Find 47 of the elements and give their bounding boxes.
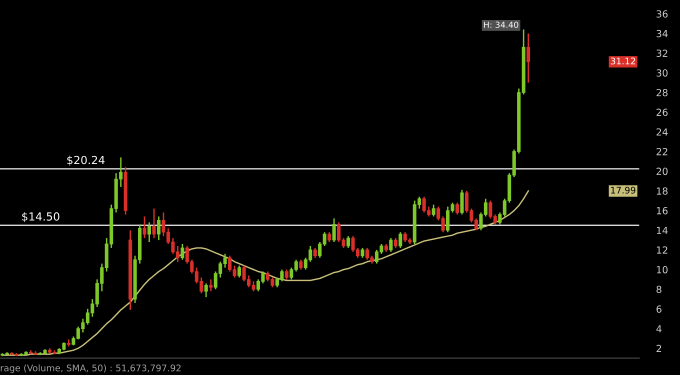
candlestick bbox=[394, 237, 398, 249]
y-tick-label: 10 bbox=[656, 266, 668, 274]
y-tick-label: 18 bbox=[656, 187, 668, 195]
ref-line-label: $14.50 bbox=[22, 212, 60, 222]
y-tick-label: 16 bbox=[656, 207, 668, 214]
candlestick bbox=[332, 218, 336, 243]
candlestick bbox=[156, 216, 161, 241]
y-tick-label: 34 bbox=[656, 30, 668, 38]
candlestick bbox=[346, 235, 350, 249]
candlestick bbox=[313, 247, 317, 258]
y-tick-label: 30 bbox=[656, 69, 668, 77]
y-tick-label: 24 bbox=[656, 128, 668, 136]
candlestick bbox=[328, 231, 332, 243]
candlestick bbox=[432, 204, 436, 218]
annotation: H: 34.40 bbox=[484, 22, 518, 28]
y-tick-label: 12 bbox=[656, 246, 668, 254]
y-tick-label: 14 bbox=[656, 226, 668, 234]
candlestick bbox=[398, 231, 402, 249]
candlestick bbox=[360, 247, 364, 258]
candlestick bbox=[455, 202, 460, 216]
y-tick-label: 8 bbox=[656, 286, 662, 294]
candlestick bbox=[152, 208, 156, 239]
y-tick-label: 22 bbox=[656, 148, 668, 156]
candlestick bbox=[204, 282, 208, 298]
y-tick-label: 20 bbox=[656, 168, 668, 176]
text: rage (Volume, SMA, 50) : 51,673,797.92 bbox=[0, 364, 181, 374]
ref-line-label: $20.24 bbox=[67, 156, 105, 166]
candlestick bbox=[284, 268, 288, 280]
y-tick-label: 28 bbox=[656, 88, 668, 96]
candlestick bbox=[147, 222, 152, 243]
candlestick bbox=[238, 264, 242, 278]
y-tick-label: 26 bbox=[656, 108, 668, 116]
candlestick bbox=[299, 259, 303, 270]
candlestick bbox=[142, 216, 146, 239]
candlestick bbox=[180, 243, 184, 260]
y-tick-label: 6 bbox=[656, 305, 662, 313]
text: 31.12 bbox=[610, 58, 636, 64]
candlestick bbox=[209, 278, 213, 292]
candlestick bbox=[460, 189, 464, 216]
y-tick-label: 4 bbox=[656, 325, 662, 332]
text: 17.99 bbox=[611, 186, 636, 194]
y-tick-label: 2 bbox=[656, 344, 662, 352]
y-tick-label: 36 bbox=[656, 10, 668, 18]
candlestick bbox=[389, 237, 393, 253]
y-tick-label: 32 bbox=[656, 50, 668, 57]
candlestick bbox=[526, 32, 530, 84]
line-series bbox=[2, 190, 530, 356]
